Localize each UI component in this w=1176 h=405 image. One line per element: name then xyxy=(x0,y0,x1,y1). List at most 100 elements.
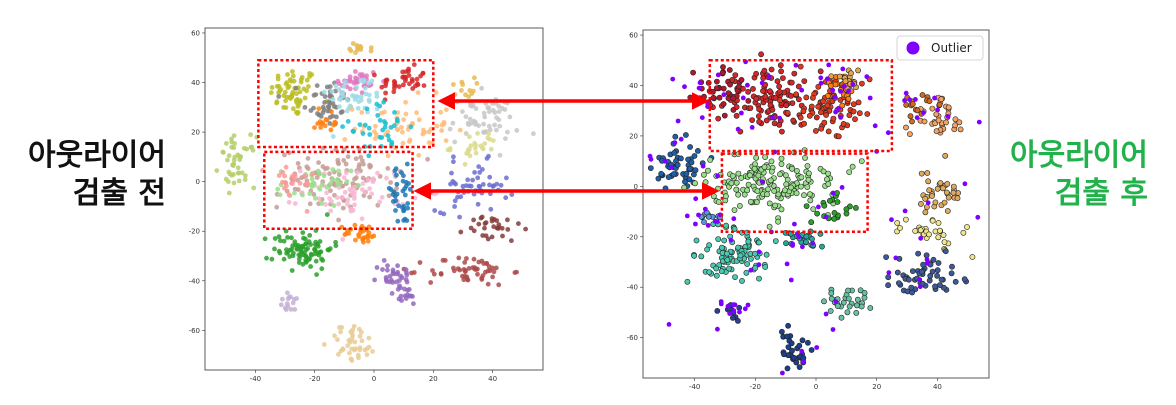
scatter-point xyxy=(896,280,902,286)
scatter-point xyxy=(949,263,955,270)
scatter-point xyxy=(463,183,469,189)
scatter-point xyxy=(461,267,467,272)
scatter-point xyxy=(352,222,358,228)
scatter-point xyxy=(418,73,423,79)
scatter-point xyxy=(933,111,940,118)
scatter-point xyxy=(392,110,397,115)
scatter-point xyxy=(288,307,294,312)
scatter-point xyxy=(944,180,951,187)
outlier-point xyxy=(790,243,795,248)
scatter-point xyxy=(733,112,740,119)
scatter-point xyxy=(761,164,768,170)
scatter-point xyxy=(297,89,303,95)
scatter-point xyxy=(952,278,959,285)
scatter-point xyxy=(818,109,824,116)
scatter-point xyxy=(295,161,301,166)
scatter-point xyxy=(720,85,727,92)
scatter-point xyxy=(330,167,336,172)
scatter-point xyxy=(280,170,286,175)
scatter-point xyxy=(329,109,334,115)
scatter-point xyxy=(756,275,762,282)
scatter-point xyxy=(954,195,961,202)
scatter-point xyxy=(396,203,402,209)
y-tick-label: 40 xyxy=(629,82,638,90)
scatter-point xyxy=(885,282,891,289)
scatter-point xyxy=(372,129,377,135)
scatter-point xyxy=(367,132,373,137)
scatter-point xyxy=(281,238,287,244)
scatter-point xyxy=(407,187,413,192)
scatter-point xyxy=(854,296,861,303)
outlier-point xyxy=(818,75,824,81)
scatter-point xyxy=(354,43,360,48)
scatter-point xyxy=(745,238,752,245)
scatter-point xyxy=(801,120,807,127)
scatter-point xyxy=(382,119,387,124)
outlier-point xyxy=(784,261,790,267)
outlier-point xyxy=(902,98,907,103)
outlier-point xyxy=(780,370,785,376)
scatter-point xyxy=(789,165,795,172)
y-tick-label: 40 xyxy=(191,79,200,87)
scatter-point xyxy=(314,272,319,277)
scatter-point xyxy=(298,253,303,259)
scatter-point xyxy=(845,95,852,102)
scatter-point xyxy=(332,333,337,339)
outlier-point xyxy=(913,97,918,102)
scatter-point xyxy=(385,133,391,139)
scatter-point xyxy=(476,164,482,170)
scatter-point xyxy=(479,277,485,282)
scatter-point xyxy=(339,91,345,97)
scatter-point xyxy=(359,110,365,115)
scatter-point xyxy=(490,265,495,271)
scatter-point xyxy=(317,171,322,177)
scatter-point xyxy=(467,134,472,140)
y-tick-label: 0 xyxy=(196,178,200,186)
scatter-point xyxy=(921,118,928,125)
scatter-point xyxy=(744,261,750,267)
scatter-cluster xyxy=(278,290,299,312)
scatter-point xyxy=(737,252,744,259)
scatter-point xyxy=(825,128,832,135)
scatter-point xyxy=(730,107,737,113)
outlier-point xyxy=(715,219,720,224)
scatter-point xyxy=(280,179,285,185)
scatter-point xyxy=(729,172,736,179)
scatter-point xyxy=(382,124,388,130)
highlight-box xyxy=(708,59,894,153)
scatter-point xyxy=(788,93,794,99)
scatter-point xyxy=(251,185,257,191)
scatter-point xyxy=(850,108,857,115)
scatter-point xyxy=(456,255,462,261)
scatter-point xyxy=(324,212,330,218)
scatter-point xyxy=(732,274,738,280)
scatter-point xyxy=(701,219,707,225)
outlier-point xyxy=(962,181,968,187)
outlier-point xyxy=(924,257,930,262)
scatter-point xyxy=(415,90,421,95)
scatter-point xyxy=(768,66,775,73)
scatter-point xyxy=(496,109,502,114)
scatter-point xyxy=(460,109,465,114)
scatter-point xyxy=(302,173,307,179)
scatter-point xyxy=(478,143,484,149)
x-tick-label: 20 xyxy=(429,375,438,383)
scatter-point xyxy=(855,67,861,74)
scatter-point xyxy=(767,102,774,109)
highlight-box xyxy=(263,150,414,230)
scatter-point xyxy=(713,272,720,279)
scatter-point xyxy=(924,204,930,210)
scatter-point xyxy=(767,177,774,184)
scatter-point xyxy=(341,158,347,163)
scatter-point xyxy=(403,111,409,117)
scatter-point xyxy=(861,294,868,301)
scatter-point xyxy=(481,110,487,116)
scatter-point xyxy=(214,168,220,174)
scatter-point xyxy=(300,192,305,198)
scatter-point xyxy=(907,131,913,137)
scatter-point xyxy=(487,174,493,180)
scatter-point xyxy=(352,97,358,102)
scatter-point xyxy=(231,180,237,186)
scatter-point xyxy=(776,89,783,95)
scatter-point xyxy=(793,359,800,366)
